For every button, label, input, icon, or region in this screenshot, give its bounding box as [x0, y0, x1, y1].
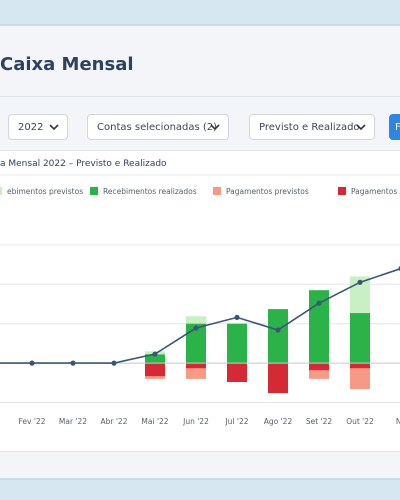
bar — [350, 363, 370, 390]
bar — [350, 363, 370, 369]
balance-point — [29, 360, 35, 366]
balance-point — [234, 314, 240, 320]
bar — [145, 354, 165, 364]
bar — [186, 363, 206, 369]
chart-card — [0, 150, 400, 452]
bar — [145, 363, 165, 377]
balance-point — [111, 360, 117, 366]
chart-title: a Mensal 2022 – Previsto e Realizado — [0, 159, 167, 169]
balance-point — [152, 351, 158, 357]
x-tick-label: Set '22 — [306, 417, 333, 426]
balance-point — [70, 360, 76, 366]
page-title: Caixa Mensal — [0, 54, 134, 75]
legend-label: Pagamentos previstos — [226, 187, 309, 196]
balance-point — [316, 300, 322, 306]
legend-swatch — [338, 187, 346, 195]
chevron — [49, 124, 59, 131]
balance-point — [275, 327, 281, 333]
chevron — [356, 124, 366, 131]
bar — [227, 363, 247, 383]
x-tick-label: Jun '22 — [182, 417, 209, 426]
year-select[interactable]: 2022 — [8, 114, 68, 140]
bar — [186, 323, 206, 364]
x-tick-label: Mai '22 — [141, 417, 168, 426]
bar — [268, 309, 288, 364]
x-tick-label: Jul '22 — [224, 417, 248, 426]
x-tick-label: Abr '22 — [101, 417, 128, 426]
view-label: Previsto e Realizado — [259, 121, 360, 133]
year-label: 2022 — [18, 121, 44, 133]
view-select[interactable]: Previsto e Realizado — [249, 114, 375, 140]
accounts-label: Contas selecionadas (2) — [97, 121, 218, 133]
x-tick-label: No — [396, 417, 400, 426]
accounts-select[interactable]: Contas selecionadas (2) — [87, 114, 229, 140]
filter-button[interactable]: F — [389, 114, 400, 140]
legend-swatch — [90, 187, 98, 195]
chevron — [210, 124, 220, 131]
x-tick-label: Mar '22 — [59, 417, 87, 426]
bar — [350, 313, 370, 364]
legend-label: Pagamentos r — [351, 187, 400, 196]
legend-label: ebimentos previstos — [7, 187, 83, 196]
x-tick-label: Ago '22 — [264, 417, 293, 426]
x-tick-label: Fev '22 — [19, 417, 46, 426]
bar — [268, 363, 288, 394]
bar — [227, 323, 247, 364]
legend-swatch — [213, 187, 221, 195]
divider — [0, 96, 400, 97]
legend-swatch — [0, 187, 2, 195]
bar — [309, 363, 329, 371]
balance-point — [357, 279, 363, 285]
button-label: F — [395, 121, 400, 133]
x-tick-label: Out '22 — [346, 417, 374, 426]
legend-label: Recebimentos realizados — [103, 187, 197, 196]
balance-point — [193, 325, 199, 331]
bar — [309, 290, 329, 364]
